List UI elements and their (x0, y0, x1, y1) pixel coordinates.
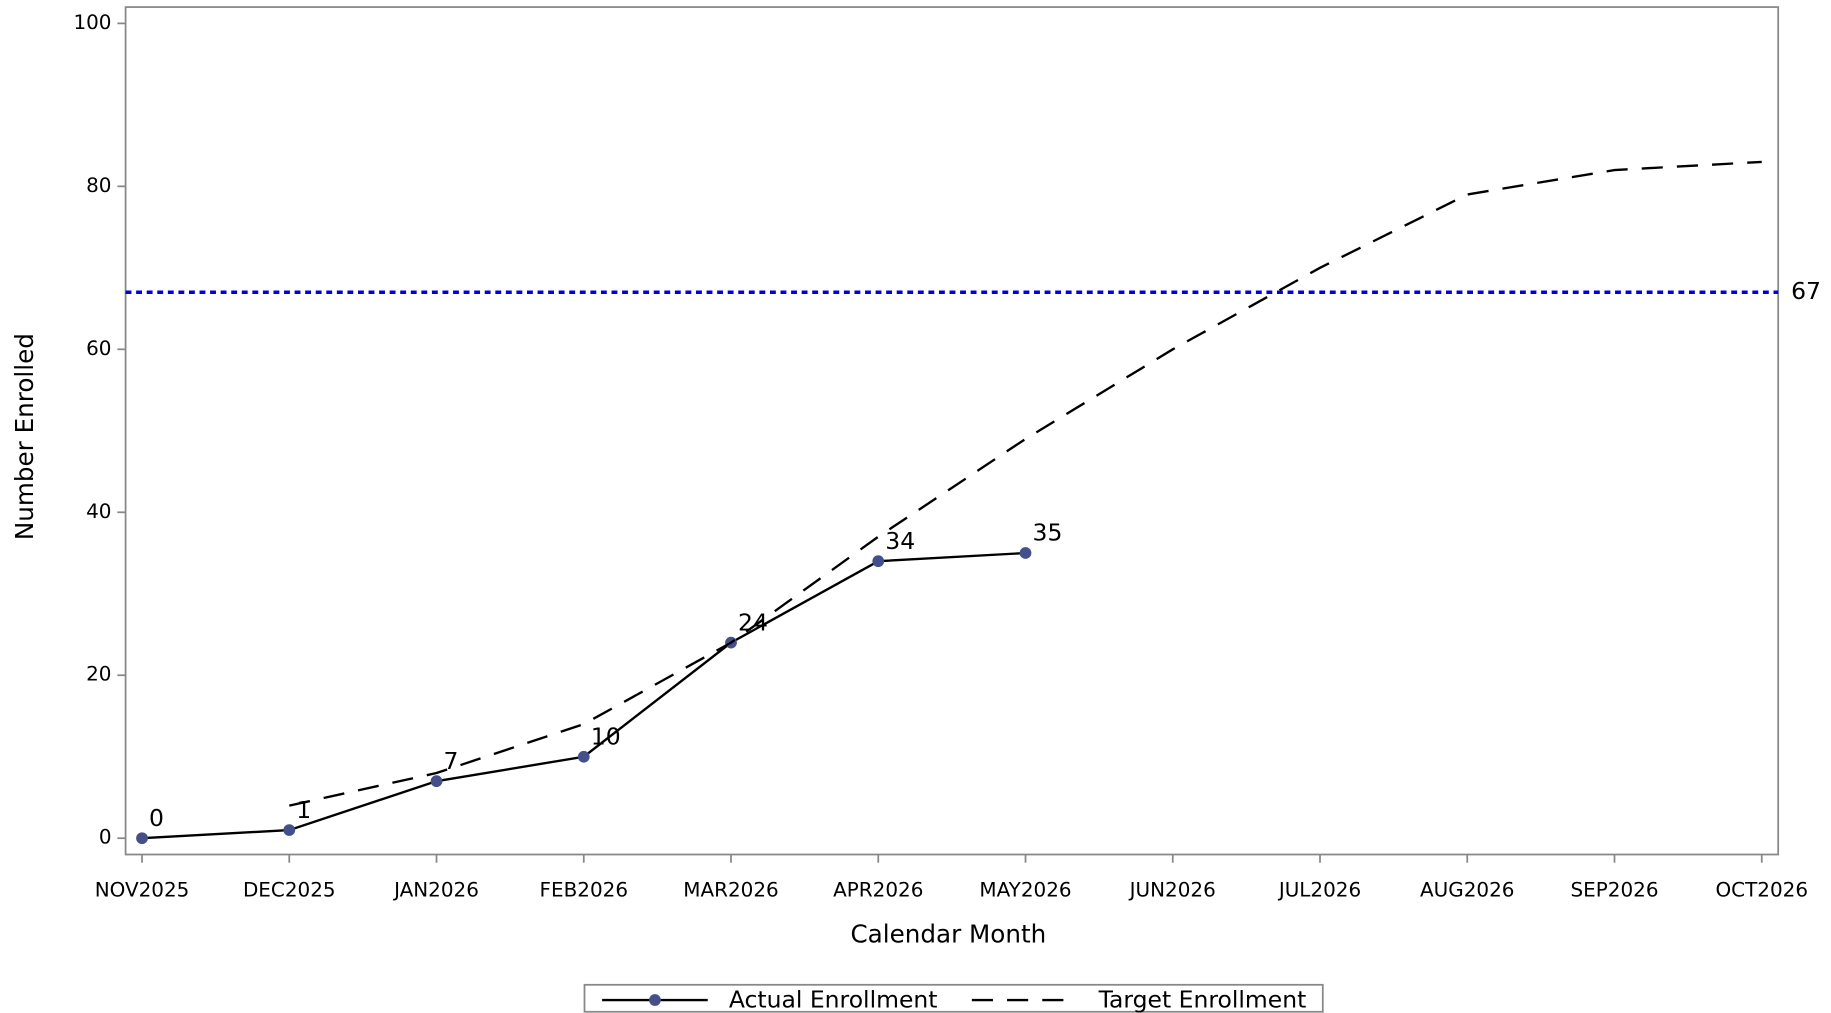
data-label: 1 (296, 796, 311, 824)
y-tick-label: 40 (86, 499, 111, 523)
series-line (141, 551, 1026, 840)
x-tick-label: MAY2026 (979, 877, 1071, 901)
y-tick-label: 0 (99, 825, 112, 849)
series-line (289, 160, 1762, 807)
x-tick-label: NOV2025 (95, 877, 190, 901)
plot-frame (124, 6, 1780, 856)
data-point (283, 824, 296, 836)
x-tick-label: AUG2026 (1420, 877, 1514, 901)
data-label: 7 (444, 747, 459, 775)
reference-label: 67 (1791, 277, 1821, 305)
data-label: 34 (885, 527, 915, 555)
legend-box (583, 983, 1324, 1013)
y-tick-label: 100 (73, 10, 111, 34)
legend-label: Target Enrollment (1098, 986, 1307, 1013)
x-tick-label: DEC2025 (243, 877, 336, 901)
data-label: 24 (738, 608, 768, 636)
data-point (872, 555, 885, 568)
x-tick-label: OCT2026 (1715, 877, 1808, 901)
x-tick-label: APR2026 (833, 877, 923, 901)
y-axis-label: Number Enrolled (10, 333, 39, 540)
y-tick-label: 20 (86, 662, 111, 686)
data-point (136, 832, 148, 845)
legend-label: Actual Enrollment (729, 986, 938, 1013)
data-point (577, 750, 590, 763)
y-tick-label: 80 (86, 173, 111, 197)
x-tick-label: FEB2026 (540, 877, 628, 901)
x-tick-label: JAN2026 (392, 877, 479, 901)
x-axis-label: Calendar Month (850, 919, 1046, 948)
data-label: 0 (149, 804, 164, 832)
data-label: 10 (591, 722, 621, 750)
data-point (1019, 547, 1032, 559)
x-tick-label: MAR2026 (683, 877, 778, 901)
x-tick-label: JUL2026 (1277, 877, 1361, 901)
x-tick-label: SEP2026 (1570, 877, 1658, 901)
x-tick-label: JUN2026 (1128, 877, 1216, 901)
data-label: 35 (1033, 519, 1063, 547)
data-point (430, 775, 443, 788)
y-tick-label: 60 (86, 336, 111, 360)
legend-marker (649, 994, 661, 1006)
